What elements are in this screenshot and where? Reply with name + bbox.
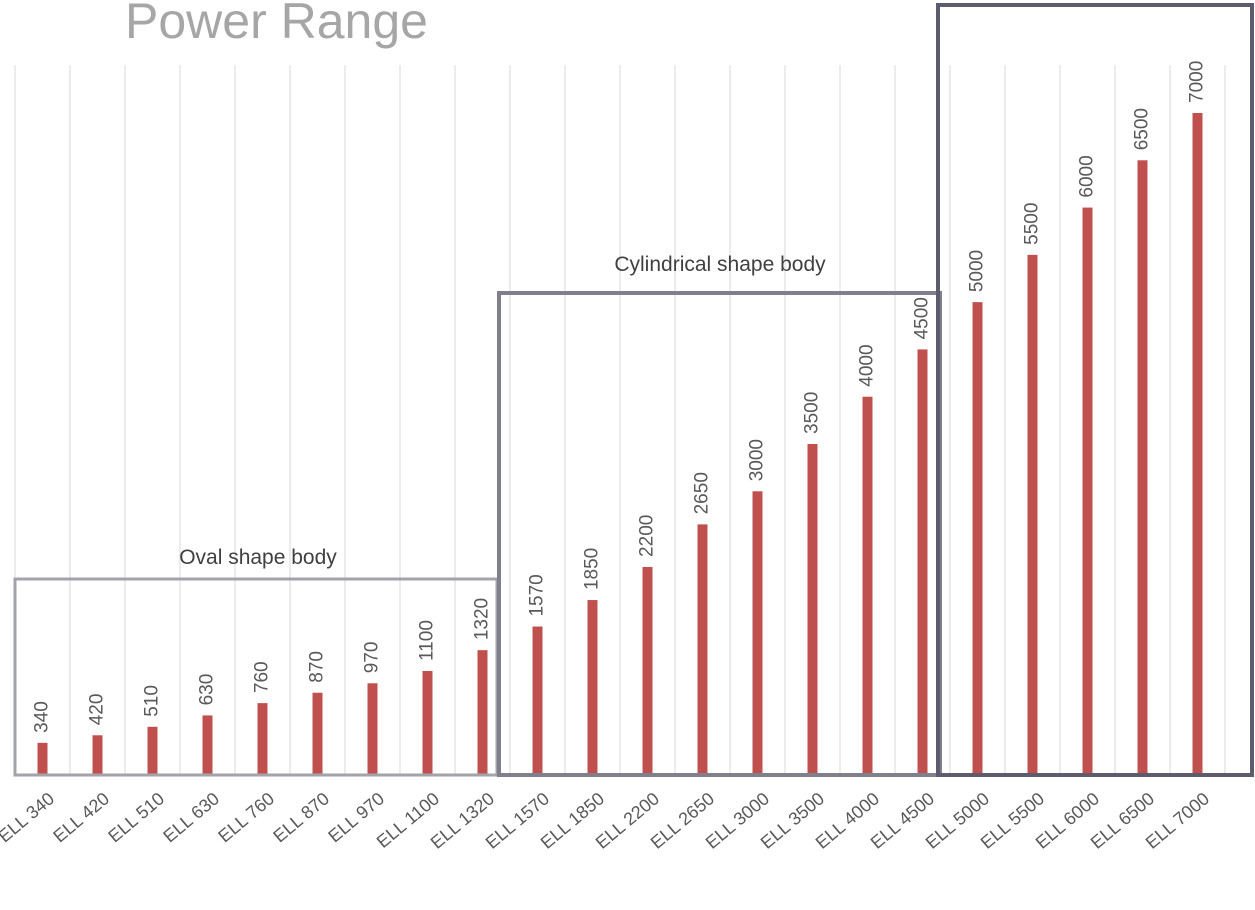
bar xyxy=(1027,254,1038,775)
value-label: 2200 xyxy=(637,515,658,557)
value-label: 630 xyxy=(197,674,218,706)
annotation: Oval shape body xyxy=(179,546,337,569)
x-tick-label: ELL 630 xyxy=(159,788,223,846)
value-label: 1320 xyxy=(472,598,493,640)
bar xyxy=(752,491,763,775)
value-label: 6500 xyxy=(1132,108,1153,150)
bars xyxy=(37,113,1203,776)
bar xyxy=(312,692,323,775)
grid xyxy=(14,65,1226,776)
value-label: 1850 xyxy=(582,548,603,590)
value-label: 2650 xyxy=(692,472,713,514)
bar xyxy=(1137,160,1148,776)
x-tick-label: ELL 760 xyxy=(214,788,278,846)
value-label: 340 xyxy=(32,701,53,733)
value-label: 6000 xyxy=(1077,155,1098,197)
bar xyxy=(1192,113,1203,775)
bar xyxy=(92,735,103,775)
bar xyxy=(477,650,488,775)
value-label: 4000 xyxy=(857,344,878,386)
bar xyxy=(367,683,378,775)
x-tick-label: ELL 510 xyxy=(104,788,168,846)
value-label: 1100 xyxy=(417,620,438,661)
value-label: 4500 xyxy=(912,297,933,339)
value-label: 510 xyxy=(142,685,163,717)
value-label: 7000 xyxy=(1187,61,1208,103)
annotation: Cylindrical shape body xyxy=(614,253,826,276)
bar xyxy=(862,396,873,775)
bar xyxy=(1082,207,1093,776)
bar xyxy=(422,670,433,775)
bar xyxy=(37,742,48,775)
bar xyxy=(972,302,983,775)
bar xyxy=(257,703,268,775)
value-label: 760 xyxy=(252,661,273,693)
x-tick-label: ELL 420 xyxy=(49,788,113,846)
value-label: 3000 xyxy=(747,439,768,481)
x-tick-label: ELL 870 xyxy=(269,788,333,846)
bar xyxy=(642,566,653,775)
x-tick-label: ELL 340 xyxy=(0,788,58,846)
value-label: 870 xyxy=(307,651,328,683)
value-label: 1570 xyxy=(527,574,548,616)
value-label: 5500 xyxy=(1022,203,1043,245)
value-label: 420 xyxy=(87,694,108,726)
bar xyxy=(807,444,818,775)
value-label: 5000 xyxy=(967,250,988,292)
chart-title: Power Range xyxy=(125,0,428,49)
bar xyxy=(917,349,928,775)
large-group-box xyxy=(936,3,1254,777)
bar xyxy=(587,600,598,775)
bar xyxy=(202,715,213,775)
value-label: 970 xyxy=(362,642,383,674)
bar xyxy=(697,524,708,775)
value-label: 3500 xyxy=(802,392,823,434)
bar xyxy=(147,726,158,775)
bar xyxy=(532,626,543,775)
